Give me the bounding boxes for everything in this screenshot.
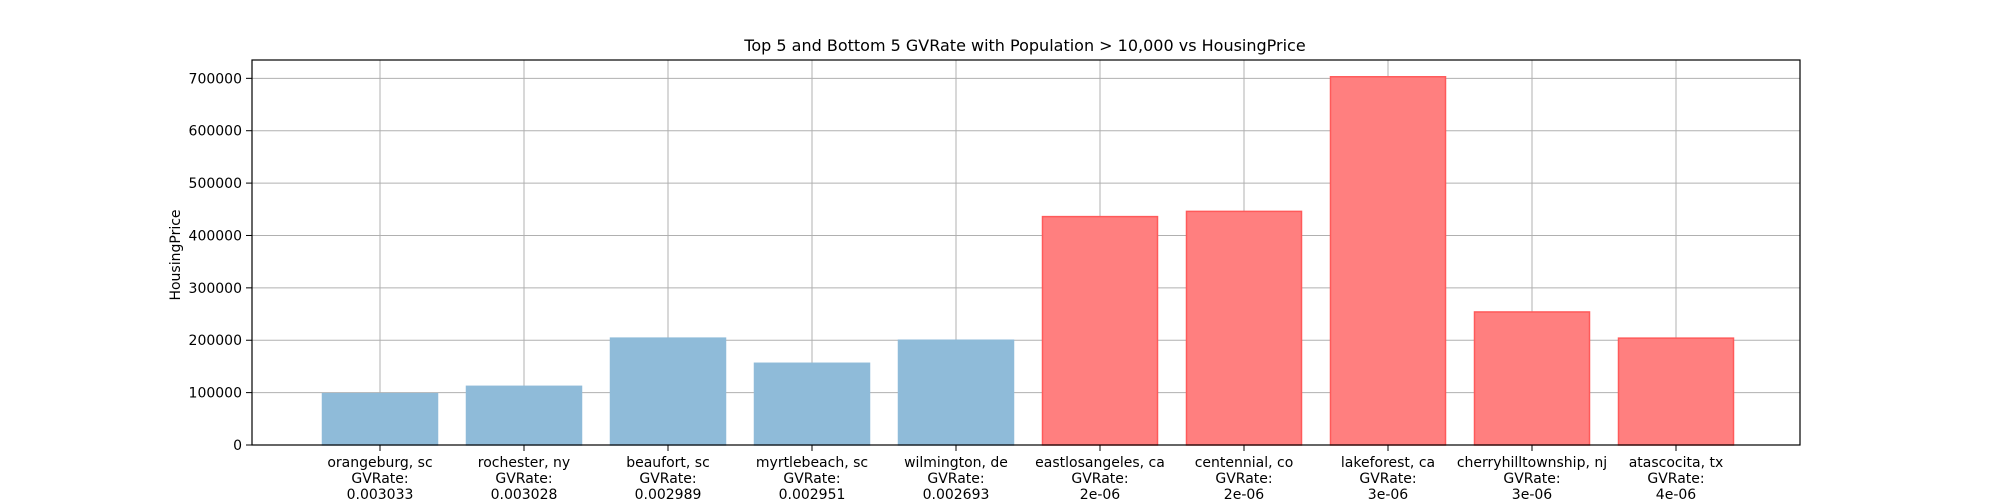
y-tick-label: 600000 (189, 124, 242, 140)
bar (1185, 210, 1303, 446)
x-tick-label: atascocita, tx GVRate: 4e-06 (1629, 455, 1724, 500)
y-tick-label: 700000 (189, 71, 242, 87)
bars-layer (321, 76, 1735, 446)
x-tick-label: wilmington, de GVRate: 0.002693 (904, 455, 1008, 500)
axes-layer (246, 59, 1801, 451)
x-tick-label: eastlosangeles, ca GVRate: 2e-06 (1035, 455, 1165, 500)
y-tick-label: 500000 (189, 176, 242, 192)
y-tick-label: 200000 (189, 333, 242, 349)
y-tick-label: 100000 (189, 386, 242, 402)
y-axis-label: HousingPrice (168, 209, 184, 300)
x-tick-label: lakeforest, ca GVRate: 3e-06 (1341, 455, 1435, 500)
labels-layer: 0 100000 200000 300000 400000 500000 600000 700… (189, 71, 1724, 500)
plot-frame (251, 59, 1801, 446)
x-tick-label: centennial, co GVRate: 2e-06 (1195, 455, 1294, 500)
x-tick-label: orangeburg, sc GVRate: 0.003033 (327, 455, 432, 500)
x-tick-label: rochester, ny GVRate: 0.003028 (478, 455, 570, 500)
bar (1617, 337, 1735, 446)
chart-title: Top 5 and Bottom 5 GVRate with Populatio… (743, 36, 1305, 55)
y-tick-label: 300000 (189, 281, 242, 297)
bar (1329, 76, 1447, 446)
x-tick-label: beaufort, sc GVRate: 0.002989 (626, 455, 710, 500)
x-tick-label: cherryhilltownship, nj GVRate: 3e-06 (1457, 455, 1607, 500)
bar (1473, 311, 1591, 446)
bar (1041, 215, 1159, 446)
y-tick-label: 0 (233, 438, 242, 454)
bar (753, 362, 871, 446)
y-tick-label: 400000 (189, 228, 242, 244)
bar (321, 392, 439, 446)
bar (609, 337, 727, 446)
bar (897, 339, 1015, 446)
bar (465, 385, 583, 446)
x-tick-label: myrtlebeach, sc GVRate: 0.002951 (756, 455, 868, 500)
